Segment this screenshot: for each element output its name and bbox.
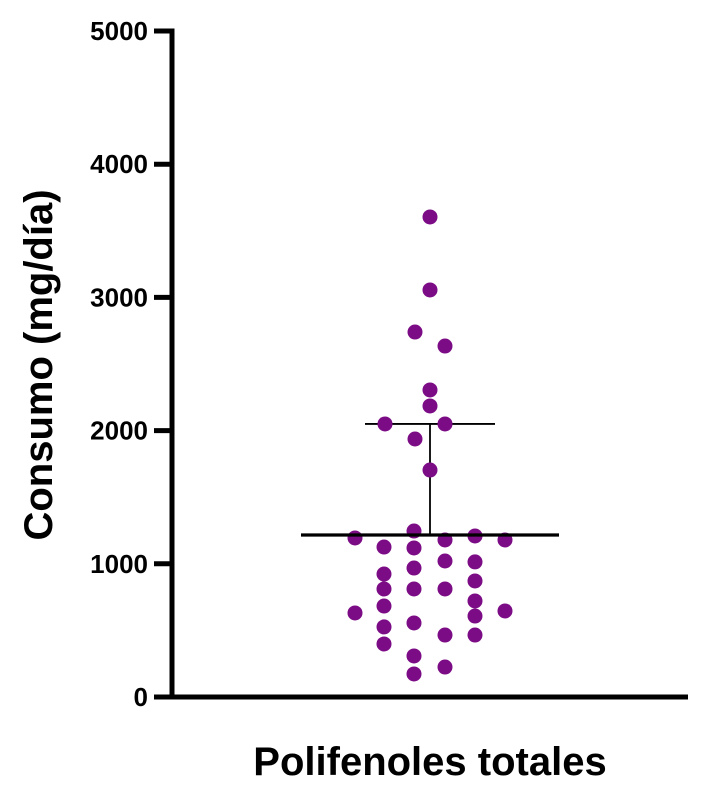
data-point xyxy=(407,431,423,447)
data-point xyxy=(467,554,483,570)
data-point xyxy=(406,560,422,576)
data-point xyxy=(347,605,363,621)
data-point xyxy=(437,659,453,675)
data-point xyxy=(376,539,392,555)
data-point xyxy=(467,608,483,624)
data-point xyxy=(407,324,423,340)
data-point xyxy=(422,462,438,478)
data-point xyxy=(437,553,453,569)
error-bar xyxy=(365,423,495,536)
y-axis: 0 1000 2000 3000 4000 5000 xyxy=(90,16,175,712)
data-point xyxy=(347,530,363,546)
data-point xyxy=(406,540,422,556)
data-point xyxy=(437,581,453,597)
data-point xyxy=(376,581,392,597)
data-point xyxy=(376,566,392,582)
data-point xyxy=(406,581,422,597)
y-axis-title: Consumo (mg/día) xyxy=(17,189,61,540)
data-point xyxy=(406,648,422,664)
data-point xyxy=(467,593,483,609)
data-point xyxy=(376,636,392,652)
data-point xyxy=(437,416,453,432)
data-point xyxy=(406,666,422,682)
data-point xyxy=(376,598,392,614)
data-point xyxy=(422,209,438,225)
data-point xyxy=(437,627,453,643)
data-point xyxy=(376,619,392,635)
data-point xyxy=(422,382,438,398)
data-points xyxy=(347,209,513,682)
y-tick-label: 1000 xyxy=(90,549,148,579)
data-point xyxy=(467,627,483,643)
data-point xyxy=(467,573,483,589)
data-point xyxy=(437,338,453,354)
data-point xyxy=(497,603,513,619)
y-tick-label: 2000 xyxy=(90,416,148,446)
y-tick-label: 3000 xyxy=(90,282,148,312)
data-point xyxy=(377,416,393,432)
y-tick-label: 5000 xyxy=(90,16,148,46)
y-tick-label: 0 xyxy=(134,682,148,712)
y-tick-label: 4000 xyxy=(90,149,148,179)
data-point xyxy=(422,282,438,298)
data-point xyxy=(422,398,438,414)
x-axis-title: Polifenoles totales xyxy=(253,740,606,784)
data-point xyxy=(406,615,422,631)
